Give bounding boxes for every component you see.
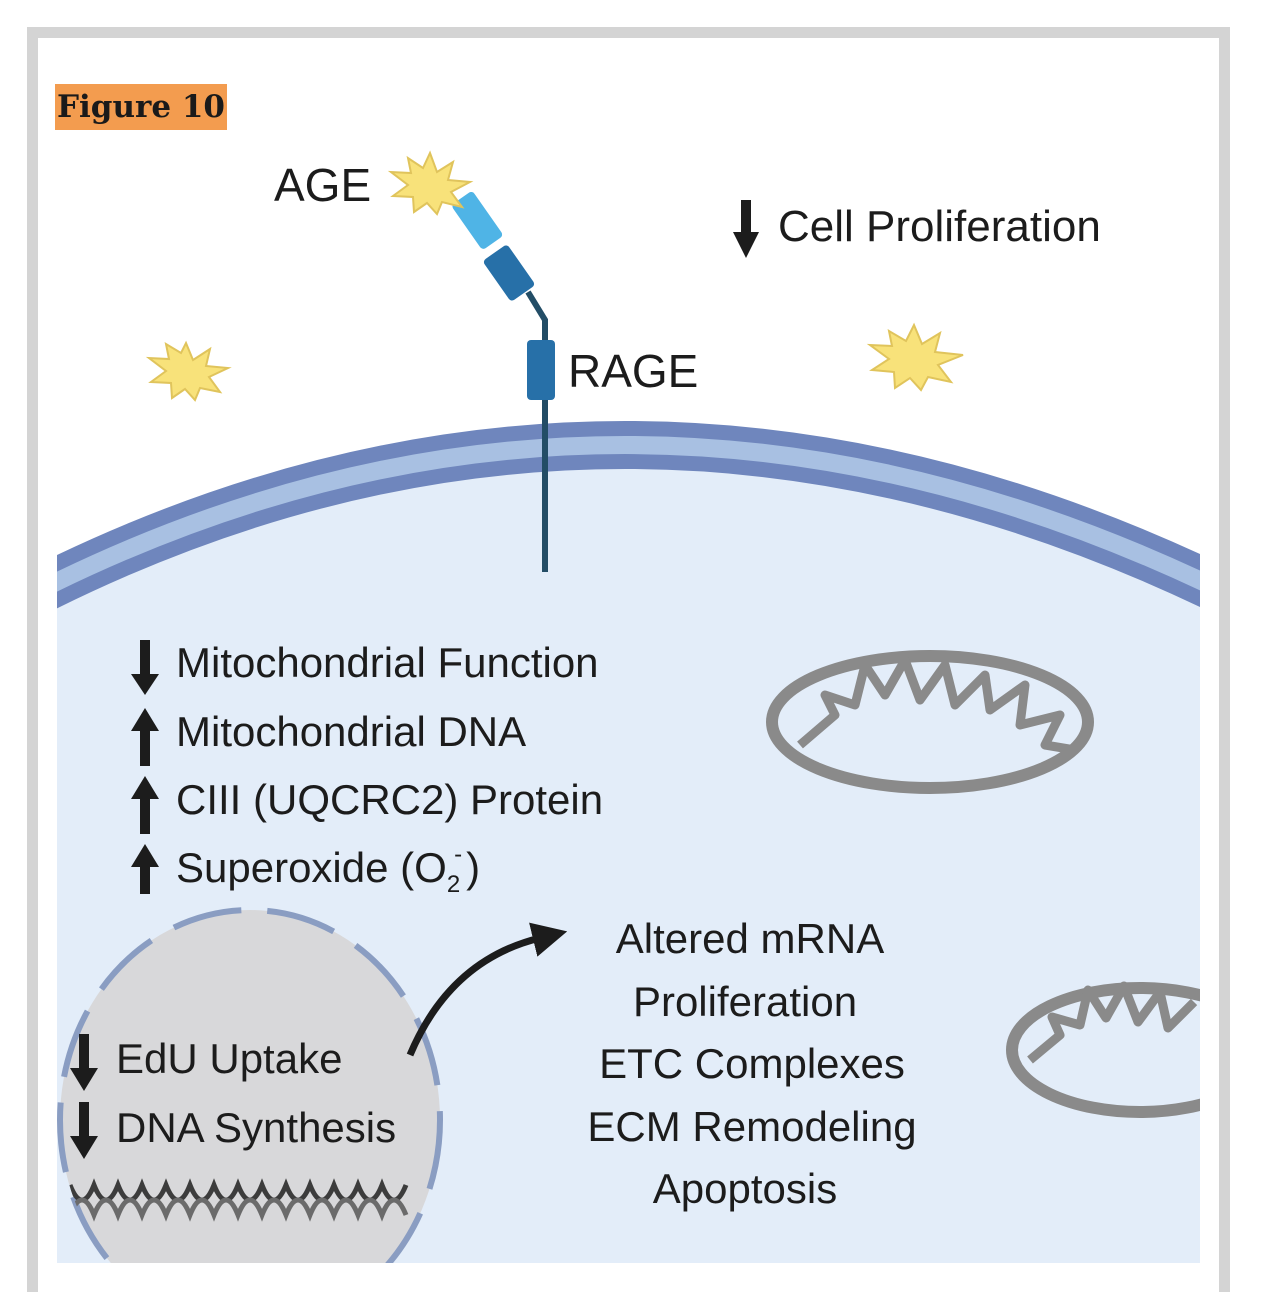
age-star-icon-right bbox=[866, 322, 964, 392]
up-arrow-icon bbox=[131, 844, 159, 894]
age-label: AGE bbox=[274, 159, 371, 211]
cytoplasm-item: CIII (UQCRC2) Protein bbox=[176, 776, 603, 823]
age-star-icon bbox=[387, 150, 474, 216]
down-arrow-icon bbox=[70, 1102, 98, 1159]
superoxide-item: Superoxide (O2 -) bbox=[176, 841, 480, 898]
curved-arrow-icon bbox=[406, 922, 568, 1057]
up-arrow-icon bbox=[131, 708, 159, 766]
nucleus-item: EdU Uptake bbox=[116, 1035, 342, 1082]
cell-membrane-inner bbox=[57, 436, 1200, 592]
superoxide-text: Superoxide (O bbox=[176, 844, 447, 891]
down-arrow-icon bbox=[131, 640, 159, 695]
superoxide-subscript: 2 bbox=[447, 871, 460, 898]
down-arrow-icon bbox=[733, 200, 759, 258]
rage-receptor-icon bbox=[452, 191, 555, 572]
age-star-icon-left bbox=[145, 340, 232, 402]
figure-label: Figure 10 bbox=[55, 84, 227, 130]
altered-line: Apoptosis bbox=[653, 1165, 837, 1212]
superoxide-superscript: - bbox=[454, 841, 462, 868]
cell-proliferation-label: Cell Proliferation bbox=[778, 202, 1101, 251]
up-arrow-icon bbox=[131, 776, 159, 834]
altered-line: Proliferation bbox=[633, 978, 857, 1025]
altered-line: ETC Complexes bbox=[599, 1040, 905, 1087]
mitochondrion-icon-2 bbox=[1006, 981, 1200, 1118]
mitochondrion-icon bbox=[766, 650, 1094, 794]
cytoplasm-item: Mitochondrial DNA bbox=[176, 708, 526, 755]
altered-line: ECM Remodeling bbox=[587, 1103, 916, 1150]
down-arrow-icon bbox=[70, 1034, 98, 1091]
rage-label: RAGE bbox=[568, 345, 698, 397]
nucleus bbox=[57, 907, 443, 1263]
dna-helix-icon bbox=[67, 1178, 409, 1222]
nucleus-item: DNA Synthesis bbox=[116, 1104, 396, 1151]
altered-line: Altered mRNA bbox=[616, 915, 884, 962]
superoxide-close: ) bbox=[466, 844, 480, 891]
cytoplasm-item: Mitochondrial Function bbox=[176, 639, 599, 686]
